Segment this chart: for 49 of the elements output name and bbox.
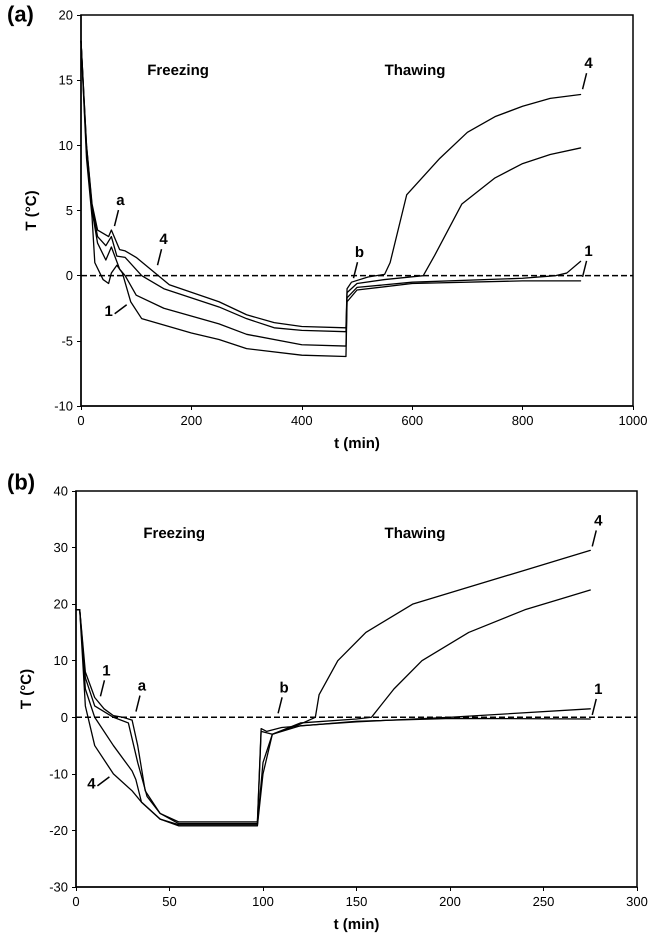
annotation: 4 xyxy=(159,231,168,248)
annotation: a xyxy=(116,192,126,210)
y-tick-label: 0 xyxy=(66,268,73,284)
x-tick-label: 250 xyxy=(532,894,554,909)
annotation: a xyxy=(138,678,147,695)
annotation: b xyxy=(354,244,364,262)
x-tick-label: 800 xyxy=(512,413,534,428)
annotation: 4 xyxy=(594,512,604,530)
annotation: Freezing xyxy=(143,525,206,542)
y-tick-label: 15 xyxy=(58,72,73,88)
annotation: Thawing xyxy=(384,62,446,79)
x-tick-label: 400 xyxy=(290,413,313,428)
y-tick-label: 10 xyxy=(54,653,68,668)
y-tick-label: 40 xyxy=(54,484,68,498)
y-tick-label: -5 xyxy=(61,333,73,348)
chart-title: (b) xyxy=(7,470,36,494)
chart-title: (a) xyxy=(7,2,34,26)
x-tick-label: 150 xyxy=(346,894,368,909)
y-tick-label: 10 xyxy=(58,138,73,153)
x-tick-label: 0 xyxy=(77,413,85,428)
y-tick-label: -10 xyxy=(49,766,68,782)
x-tick-label: 200 xyxy=(180,413,202,428)
y-tick-label: 0 xyxy=(60,710,68,725)
annotation: b xyxy=(280,679,289,696)
annotation: 4 xyxy=(87,775,96,792)
y-tick-label: 20 xyxy=(54,596,68,612)
y-tick-label: 30 xyxy=(54,540,68,556)
annotation: 1 xyxy=(584,242,593,260)
annotation: 1 xyxy=(594,680,602,698)
x-tick-label: 100 xyxy=(252,894,274,909)
y-axis-title: T (°C) xyxy=(23,190,40,231)
y-tick-label: -10 xyxy=(54,398,73,414)
y-tick-label: 20 xyxy=(58,8,73,22)
x-axis-title: t (min) xyxy=(334,916,380,933)
annotation: Freezing xyxy=(147,62,209,79)
x-tick-label: 200 xyxy=(439,894,461,909)
y-tick-label: -30 xyxy=(49,880,68,894)
y-axis-title: T (°C) xyxy=(18,668,35,710)
annotation: Thawing xyxy=(384,525,446,542)
x-tick-label: 50 xyxy=(162,894,177,909)
x-tick-label: 300 xyxy=(626,894,648,909)
annotation: 1 xyxy=(104,303,113,320)
y-tick-label: -20 xyxy=(49,822,68,838)
x-axis-title: t (min) xyxy=(334,435,380,452)
x-tick-label: 600 xyxy=(401,413,424,428)
x-tick-label: 1000 xyxy=(618,413,648,428)
annotation: 4 xyxy=(584,55,594,72)
annotation: 1 xyxy=(102,662,111,680)
y-tick-label: 5 xyxy=(66,203,73,218)
